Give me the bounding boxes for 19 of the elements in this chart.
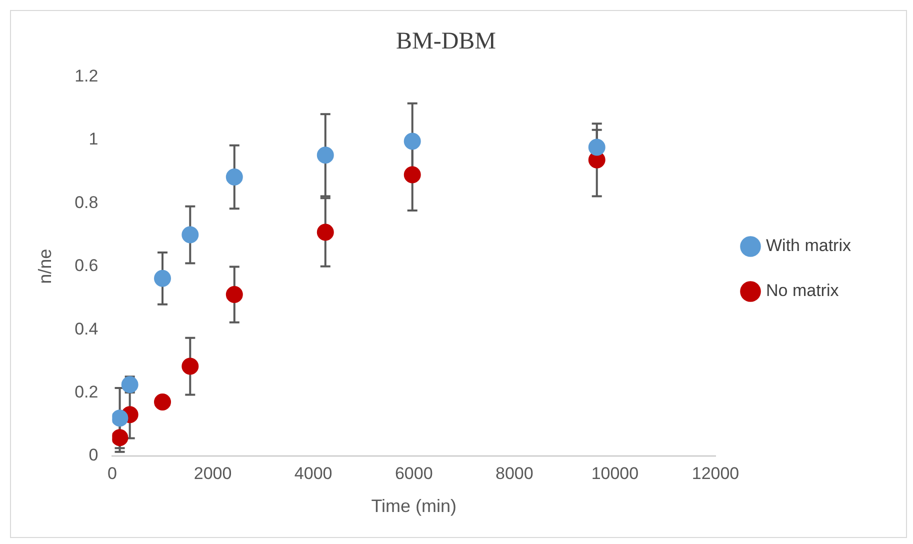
y-tick-label: 0	[88, 446, 98, 465]
x-tick-label: 10000	[591, 464, 639, 483]
x-tick-label: 2000	[194, 464, 232, 483]
y-tick-label: 0.6	[74, 256, 98, 276]
y-tick-label: 1	[88, 130, 98, 149]
y-tick-label: 0.4	[74, 319, 98, 338]
x-tick-label: 0	[108, 464, 117, 483]
y-tick-label: 0.8	[74, 192, 98, 212]
x-tick-label: 12000	[692, 464, 740, 483]
x-tick-label: 6000	[394, 464, 433, 483]
legend-label: With matrix	[766, 236, 852, 256]
y-tick-label: 0.2	[74, 382, 98, 402]
x-axis-title: Time (min)	[371, 496, 457, 516]
y-tick-label: 1.2	[74, 66, 98, 86]
x-tick-label: 8000	[495, 464, 534, 483]
y-axis-title: n/ne	[34, 248, 55, 284]
x-tick-label: 4000	[294, 464, 332, 483]
chart-title: BM-DBM	[396, 28, 496, 55]
legend-label: No matrix	[766, 281, 840, 300]
